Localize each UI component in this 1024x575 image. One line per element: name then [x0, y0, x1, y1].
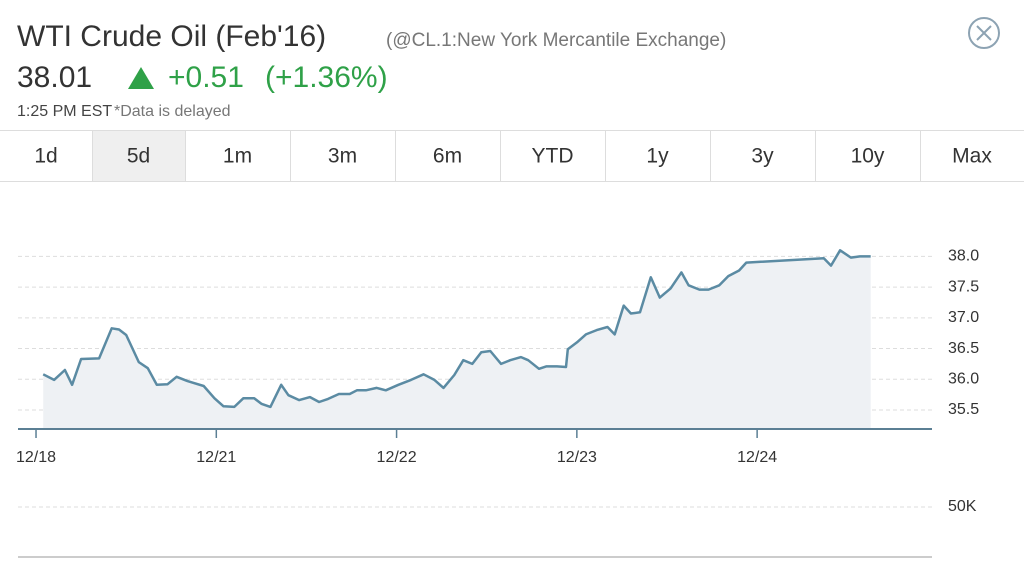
delay-note: *Data is delayed: [114, 103, 231, 120]
tab[interactable]: 3y: [751, 145, 774, 168]
change-pct: (+1.36%): [265, 61, 388, 94]
volume-tick-label: 50K: [948, 498, 977, 515]
tab-selected: [92, 131, 185, 181]
area: [43, 250, 871, 429]
close-icon: [976, 25, 992, 41]
title: WTI Crude Oil (Feb'16): [17, 20, 326, 53]
tab[interactable]: Max: [952, 145, 992, 168]
subtitle: (@CL.1:New York Mercantile Exchange): [386, 30, 726, 51]
tab[interactable]: 3m: [328, 145, 357, 168]
y-tick-label: 37.0: [948, 309, 979, 326]
y-tick-label: 36.0: [948, 370, 979, 387]
time: 1:25 PM EST: [17, 103, 112, 120]
tab[interactable]: 5d: [127, 145, 150, 168]
x-tick-label: 12/22: [377, 449, 417, 466]
x-tick-label: 12/21: [196, 449, 236, 466]
y-tick-label: 38.0: [948, 248, 979, 265]
x-tick-label: 12/24: [737, 449, 777, 466]
x-tick-label: 12/18: [16, 449, 56, 466]
up-arrow: [128, 67, 154, 89]
tab[interactable]: 1d: [34, 145, 57, 168]
price-line: [42, 249, 871, 409]
x-tick-label: 12/23: [557, 449, 597, 466]
tab[interactable]: 6m: [433, 145, 462, 168]
chart: 35.5 36.0 36.5 37.0 37.5 38.0 12/18 12/21 12/22 1…: [16, 248, 979, 558]
price: 38.01: [17, 61, 92, 94]
y-tick-label: 36.5: [948, 340, 979, 357]
y-tick-label: 35.5: [948, 401, 979, 418]
tab-bar: 1d 5d 1m 3m 6m YTD 1y 3y 10y Max: [0, 130, 1024, 182]
change: +0.51: [168, 61, 244, 94]
tab[interactable]: 1y: [646, 145, 669, 168]
close-button[interactable]: [968, 17, 1000, 49]
tab[interactable]: YTD: [532, 145, 574, 168]
tab[interactable]: 10y: [851, 145, 885, 168]
tab[interactable]: 1m: [223, 145, 252, 168]
y-tick-label: 37.5: [948, 278, 979, 295]
